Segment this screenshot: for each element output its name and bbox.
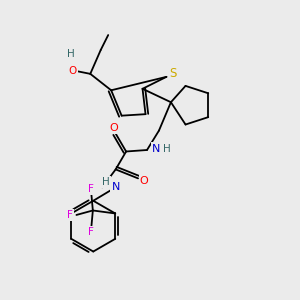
Text: F: F [67, 210, 73, 220]
Text: N: N [112, 182, 120, 192]
Text: O: O [68, 66, 76, 76]
Text: S: S [169, 67, 177, 80]
Text: H: H [164, 143, 171, 154]
Text: F: F [88, 184, 94, 194]
Text: F: F [88, 227, 94, 237]
Text: O: O [140, 176, 148, 186]
Text: H: H [67, 50, 75, 59]
Text: N: N [152, 143, 160, 154]
Text: H: H [102, 177, 110, 187]
Text: O: O [110, 123, 118, 133]
